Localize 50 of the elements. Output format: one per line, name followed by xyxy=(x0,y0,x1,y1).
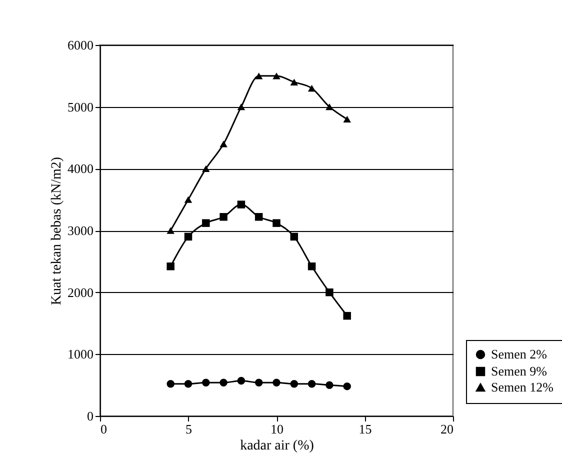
point xyxy=(254,378,263,386)
legend-label: Semen 12% xyxy=(491,380,554,394)
point xyxy=(343,382,351,390)
point xyxy=(184,380,192,388)
point xyxy=(220,378,228,386)
point xyxy=(202,165,210,172)
point xyxy=(237,200,246,208)
x-tick-label: 0 xyxy=(100,422,107,436)
point xyxy=(290,380,298,388)
point xyxy=(272,378,280,386)
point xyxy=(237,376,246,385)
point xyxy=(308,84,316,92)
legend-label: Semen 9% xyxy=(491,364,548,378)
x-tick-label: 15 xyxy=(358,422,372,436)
y-tick-label: 0 xyxy=(87,408,94,424)
point xyxy=(202,219,210,227)
point xyxy=(308,262,316,270)
y-tick-label: 3000 xyxy=(68,223,94,238)
x-tick-label: 5 xyxy=(186,422,192,436)
point xyxy=(290,78,298,86)
point xyxy=(290,232,298,241)
point xyxy=(237,103,246,110)
x-tick-label: 20 xyxy=(440,422,454,436)
point xyxy=(272,72,280,80)
point xyxy=(166,380,174,388)
point xyxy=(202,378,210,386)
legend-label: Semen 2% xyxy=(491,346,548,362)
point xyxy=(343,116,351,123)
point xyxy=(166,227,174,234)
y-tick-label: 5000 xyxy=(68,99,94,114)
point xyxy=(254,72,263,80)
point xyxy=(254,213,263,221)
point xyxy=(220,213,228,221)
point xyxy=(343,312,351,320)
y-tick-label: 6000 xyxy=(68,38,94,52)
y-axis-title: Kuat tekan bebas (kN/m2) xyxy=(50,156,64,306)
point xyxy=(326,103,334,110)
point xyxy=(184,196,192,203)
y-tick-label: 2000 xyxy=(68,284,94,300)
point xyxy=(326,381,334,389)
y-tick-label: 1000 xyxy=(68,346,94,362)
x-axis-title: kadar air (%) xyxy=(240,438,314,454)
point xyxy=(166,262,174,270)
point xyxy=(272,219,280,227)
point xyxy=(184,232,192,241)
point xyxy=(220,140,228,148)
point xyxy=(308,380,316,388)
x-tick-label: 10 xyxy=(270,422,284,436)
point xyxy=(326,288,334,296)
y-tick-label: 4000 xyxy=(68,161,94,176)
